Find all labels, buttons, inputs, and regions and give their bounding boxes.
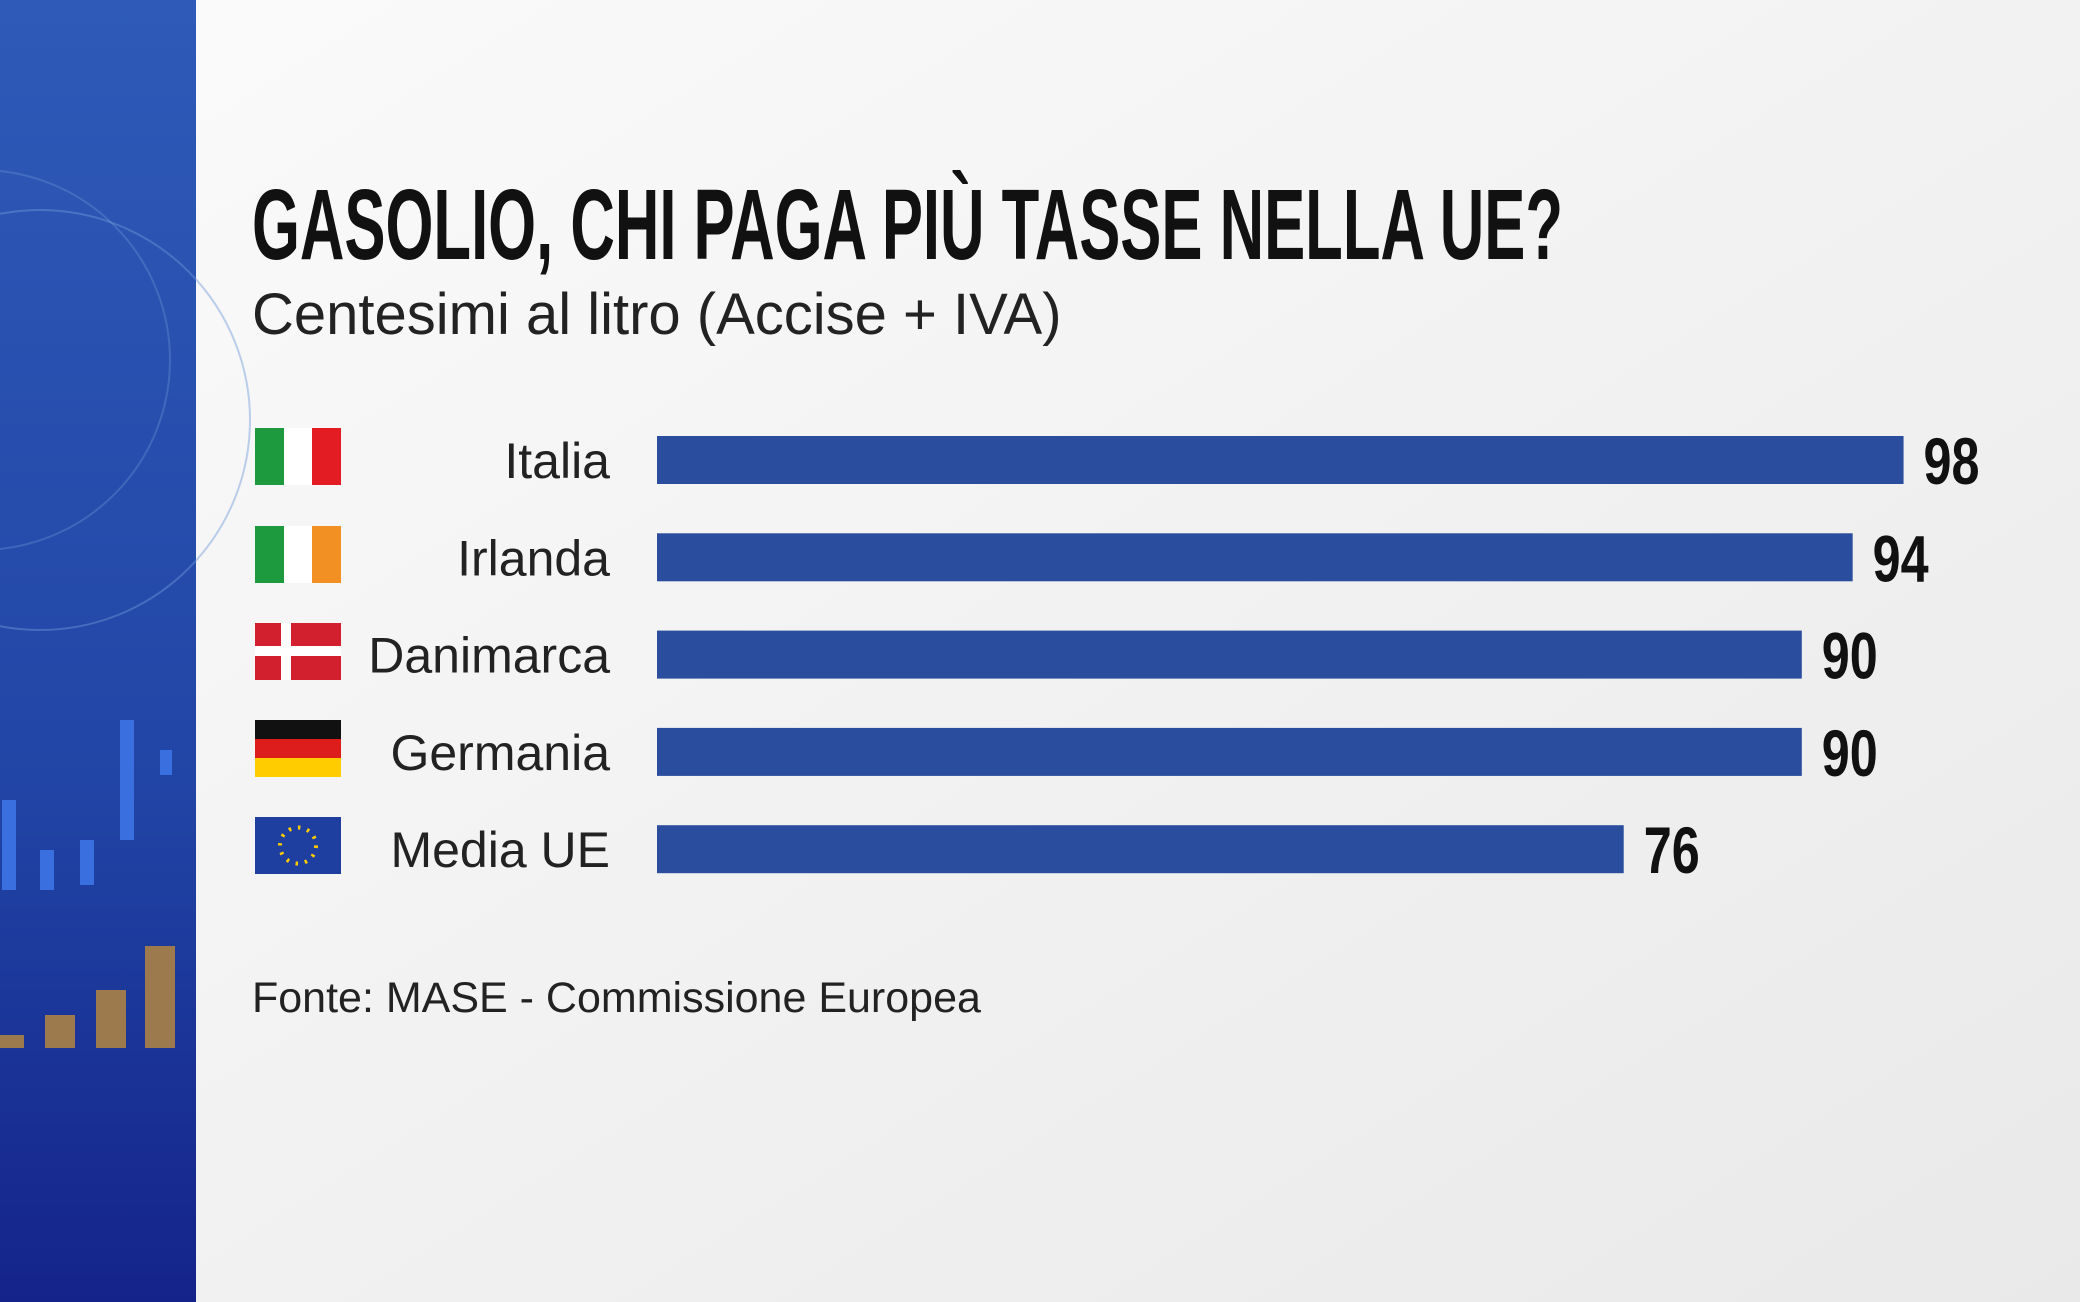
- bar: [657, 436, 1904, 484]
- value-label: 76: [1644, 813, 1700, 887]
- bar: [657, 630, 1802, 679]
- flag-danimarca: [255, 623, 341, 680]
- chart-subtitle: Centesimi al litro (Accise + IVA): [252, 282, 1062, 347]
- category-label: Danimarca: [368, 628, 610, 684]
- flag-ue: [255, 817, 341, 874]
- bar: [657, 533, 1853, 582]
- category-label: Germania: [390, 725, 610, 781]
- side-panel: [0, 0, 251, 1302]
- value-label: 90: [1822, 619, 1878, 693]
- source-note: Fonte: MASE - Commissione Europea: [252, 974, 981, 1022]
- value-label: 94: [1873, 521, 1929, 595]
- category-label: Irlanda: [457, 530, 610, 586]
- category-label: Italia: [504, 433, 610, 489]
- category-label: Media UE: [390, 822, 610, 878]
- flag-italia: [255, 428, 341, 485]
- value-label: 90: [1822, 716, 1878, 790]
- flag-germania: [255, 720, 341, 777]
- chart-title: GASOLIO, CHI PAGA PIÙ TASSE NELLA UE?: [252, 169, 1563, 281]
- bar: [657, 825, 1624, 874]
- bar: [657, 727, 1802, 776]
- value-label: 98: [1924, 424, 1980, 498]
- flag-irlanda: [255, 526, 341, 583]
